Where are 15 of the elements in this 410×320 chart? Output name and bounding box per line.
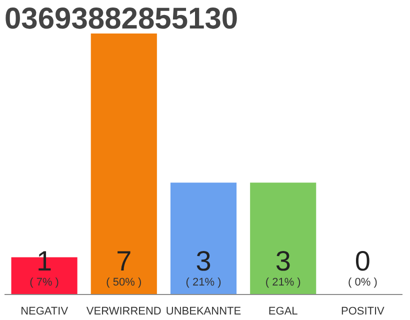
annotation: ( 50% ): [106, 276, 142, 288]
x-tick-label: EGAL: [268, 306, 298, 318]
annotation: ( 21% ): [186, 276, 222, 288]
data-label: 3: [196, 246, 212, 276]
annotation: ( 0% ): [348, 276, 378, 288]
x-tick-label: POSITIV: [341, 306, 386, 318]
x-tick-label: VERWIRREND: [86, 306, 162, 318]
x-tick-label: NEGATIV: [20, 306, 69, 318]
data-label: 7: [116, 246, 132, 276]
data-label: 3: [275, 246, 291, 276]
chart-title: 03693882855130: [4, 2, 238, 36]
annotation: ( 21% ): [265, 276, 301, 288]
data-label: 0: [354, 246, 370, 276]
annotation: ( 7% ): [30, 276, 59, 288]
x-tick-label: UNBEKANNTE: [166, 306, 242, 318]
